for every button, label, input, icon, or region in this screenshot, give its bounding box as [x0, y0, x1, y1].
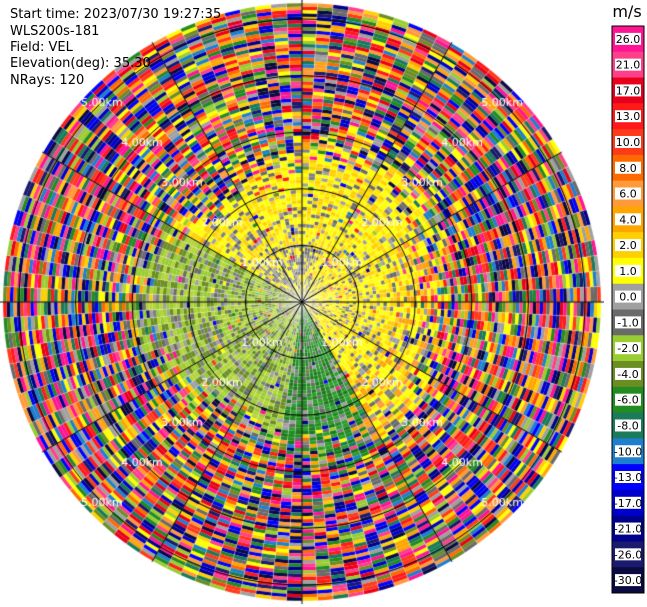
colorbar-tick-label: -10.0	[614, 445, 642, 458]
colorbar-tick-label: -4.0	[617, 368, 638, 381]
colorbar-tick-label: -8.0	[617, 419, 638, 432]
colorbar-tick-label: -2.0	[617, 342, 638, 355]
colorbar-tick-label: 21.0	[616, 59, 641, 72]
colorbar-tick-background	[615, 367, 641, 380]
colorbar-tick-background	[615, 58, 641, 71]
colorbar-tick-background	[615, 239, 641, 252]
colorbar-tick-label: 26.0	[616, 33, 641, 46]
colorbar-tick-label: -17.0	[614, 497, 642, 510]
colorbar-tick-background	[615, 393, 641, 406]
colorbar-tick-background	[615, 445, 641, 458]
colorbar-tick-label: -30.0	[614, 574, 642, 587]
colorbar-tick-label: 2.0	[619, 239, 637, 252]
colorbar-tick-background	[615, 574, 641, 587]
colorbar-tick-label: -26.0	[614, 548, 642, 561]
colorbar-tick-background	[615, 548, 641, 561]
colorbar-tick-background	[615, 84, 641, 97]
colorbar-tick-label: -1.0	[617, 316, 638, 329]
elevation-label: Elevation(deg): 35.30	[10, 56, 151, 71]
colorbar-tick-background	[615, 419, 641, 432]
colorbar-tick-label: 8.0	[619, 162, 637, 175]
colorbar-tick-label: 17.0	[616, 84, 641, 97]
field-label: Field: VEL	[10, 40, 73, 55]
colorbar-tick-background	[615, 264, 641, 277]
colorbar-tick-background	[615, 161, 641, 174]
colorbar-tick-background	[615, 213, 641, 226]
start-time-label: Start time: 2023/07/30 19:27:35	[10, 7, 222, 22]
colorbar-tick-label: -21.0	[614, 523, 642, 536]
ppi-radar-plot	[0, 0, 604, 607]
colorbar-units: m/s	[612, 2, 641, 21]
colorbar-tick-background	[615, 187, 641, 200]
instrument-label: WLS200s-181	[10, 24, 100, 39]
colorbar-tick-label: 10.0	[616, 136, 641, 149]
colorbar-tick-background	[615, 522, 641, 535]
colorbar-tick-background	[615, 110, 641, 123]
colorbar-frame	[611, 25, 645, 594]
colorbar-tick-background	[615, 32, 641, 45]
colorbar-tick-background	[615, 342, 641, 355]
colorbar-tick-label: 13.0	[616, 110, 641, 123]
colorbar-tick-background	[615, 496, 641, 509]
colorbar-tick-label: 4.0	[619, 213, 637, 226]
colorbar-tick-label: -6.0	[617, 394, 638, 407]
nrays-label: NRays: 120	[10, 73, 85, 88]
colorbar-tick-background	[615, 290, 641, 303]
colorbar-tick-label: 6.0	[619, 188, 637, 201]
colorbar-tick-background	[615, 471, 641, 484]
colorbar-tick-label: -13.0	[614, 471, 642, 484]
colorbar-tick-label: 0.0	[619, 291, 637, 304]
colorbar-tick-background	[615, 135, 641, 148]
colorbar-tick-background	[615, 316, 641, 329]
colorbar-tick-label: 1.0	[619, 265, 637, 278]
colorbar: m/s 26.0 21.0 17.0 13.0 10.0 8.0 6.0 4.0 2.0 1.0 0…	[611, 2, 645, 594]
